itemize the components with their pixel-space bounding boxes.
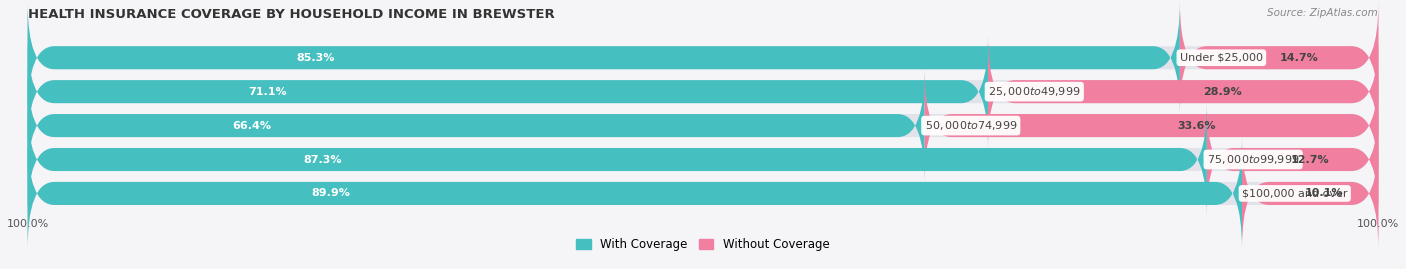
Text: 28.9%: 28.9%	[1204, 87, 1241, 97]
FancyBboxPatch shape	[28, 69, 1378, 182]
Text: $100,000 and over: $100,000 and over	[1241, 189, 1347, 199]
FancyBboxPatch shape	[28, 1, 1378, 114]
Text: 89.9%: 89.9%	[312, 189, 350, 199]
Text: 87.3%: 87.3%	[304, 154, 342, 165]
FancyBboxPatch shape	[28, 103, 1378, 216]
Text: $50,000 to $74,999: $50,000 to $74,999	[925, 119, 1017, 132]
Text: 12.7%: 12.7%	[1291, 154, 1329, 165]
Text: 85.3%: 85.3%	[297, 53, 335, 63]
Text: Under $25,000: Under $25,000	[1180, 53, 1263, 63]
Text: Source: ZipAtlas.com: Source: ZipAtlas.com	[1267, 8, 1378, 18]
FancyBboxPatch shape	[1241, 137, 1378, 250]
FancyBboxPatch shape	[28, 35, 1378, 148]
FancyBboxPatch shape	[28, 69, 925, 182]
FancyBboxPatch shape	[1206, 103, 1378, 216]
Text: 100.0%: 100.0%	[1357, 219, 1399, 229]
Text: 10.1%: 10.1%	[1305, 189, 1343, 199]
Text: HEALTH INSURANCE COVERAGE BY HOUSEHOLD INCOME IN BREWSTER: HEALTH INSURANCE COVERAGE BY HOUSEHOLD I…	[28, 8, 555, 21]
Text: $75,000 to $99,999: $75,000 to $99,999	[1206, 153, 1299, 166]
Text: 66.4%: 66.4%	[232, 121, 271, 130]
Text: 14.7%: 14.7%	[1279, 53, 1319, 63]
FancyBboxPatch shape	[925, 69, 1378, 182]
Text: 71.1%: 71.1%	[249, 87, 287, 97]
FancyBboxPatch shape	[28, 103, 1206, 216]
Text: 100.0%: 100.0%	[7, 219, 49, 229]
FancyBboxPatch shape	[28, 1, 1180, 114]
FancyBboxPatch shape	[28, 35, 988, 148]
FancyBboxPatch shape	[1180, 1, 1378, 114]
Legend: With Coverage, Without Coverage: With Coverage, Without Coverage	[572, 234, 834, 256]
Text: 33.6%: 33.6%	[1178, 121, 1216, 130]
FancyBboxPatch shape	[988, 35, 1378, 148]
FancyBboxPatch shape	[28, 137, 1241, 250]
FancyBboxPatch shape	[28, 137, 1378, 250]
Text: $25,000 to $49,999: $25,000 to $49,999	[988, 85, 1081, 98]
